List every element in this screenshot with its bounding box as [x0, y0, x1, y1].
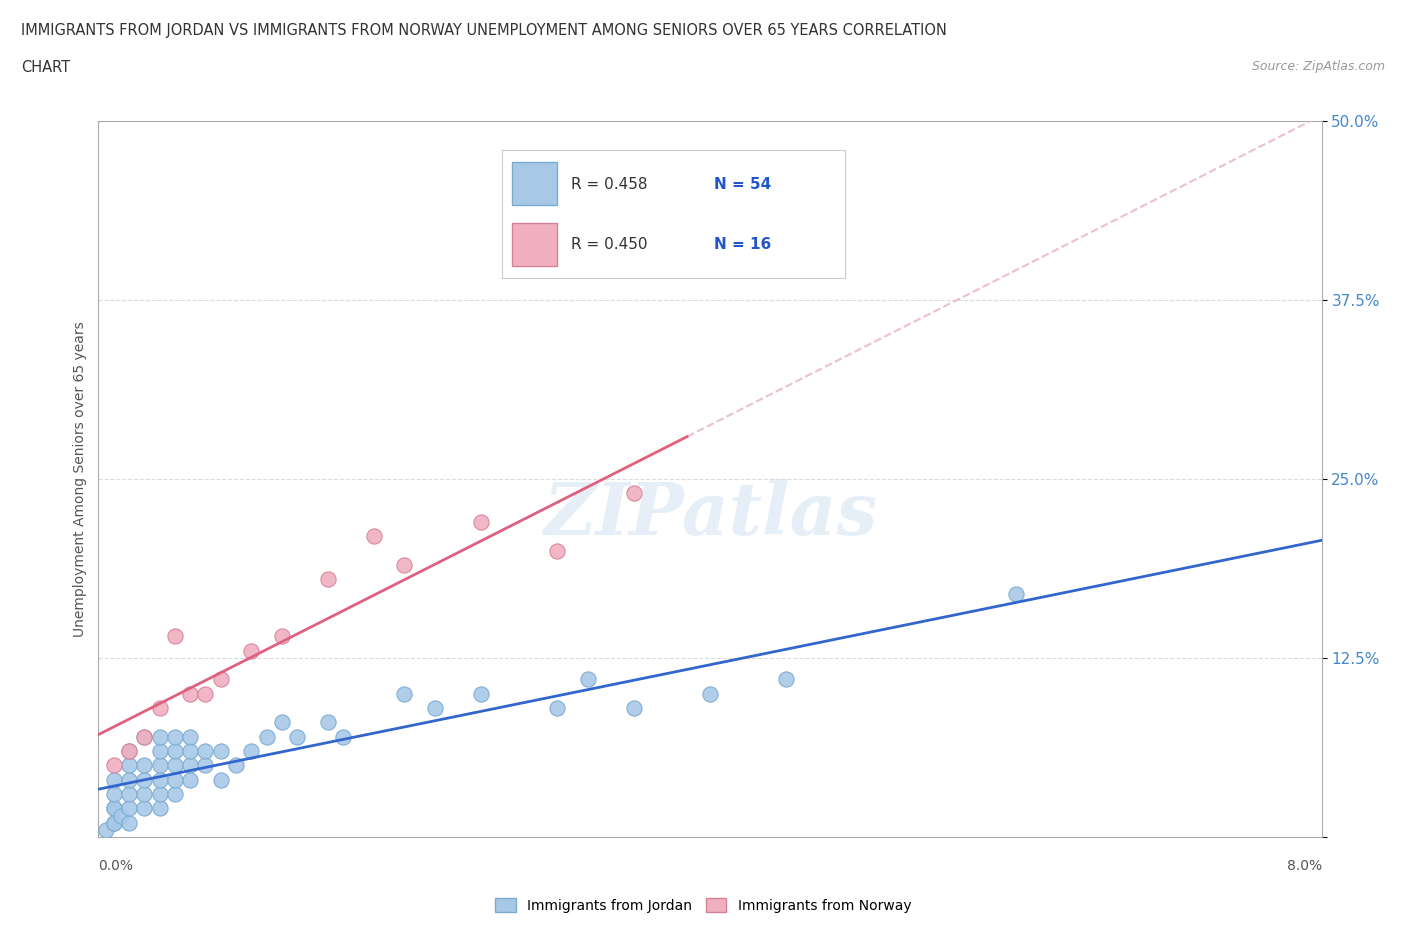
Point: [163, 744, 186, 759]
Point: [285, 729, 308, 744]
Text: Source: ZipAtlas.com: Source: ZipAtlas.com: [1251, 60, 1385, 73]
Point: [134, 772, 156, 787]
Point: [240, 644, 263, 658]
Text: 8.0%: 8.0%: [1286, 858, 1322, 872]
Point: [103, 758, 125, 773]
Point: [1004, 586, 1026, 601]
Point: [149, 729, 172, 744]
Text: IMMIGRANTS FROM JORDAN VS IMMIGRANTS FROM NORWAY UNEMPLOYMENT AMONG SENIORS OVER: IMMIGRANTS FROM JORDAN VS IMMIGRANTS FRO…: [21, 23, 948, 38]
Point: [209, 772, 232, 787]
Y-axis label: Unemployment Among Seniors over 65 years: Unemployment Among Seniors over 65 years: [73, 321, 87, 637]
Point: [194, 686, 217, 701]
Point: [332, 729, 354, 744]
Point: [149, 801, 172, 816]
Point: [316, 715, 339, 730]
Point: [623, 485, 645, 500]
Point: [179, 744, 201, 759]
Point: [316, 572, 339, 587]
Point: [270, 715, 294, 730]
Point: [163, 772, 186, 787]
Point: [103, 816, 125, 830]
Point: [225, 758, 247, 773]
Point: [118, 758, 141, 773]
Point: [118, 772, 141, 787]
Point: [103, 816, 125, 830]
Point: [134, 787, 156, 802]
Point: [209, 672, 232, 687]
Point: [363, 529, 385, 544]
Point: [546, 700, 568, 715]
Text: 0.0%: 0.0%: [98, 858, 134, 872]
Text: CHART: CHART: [21, 60, 70, 75]
Text: ZIPatlas: ZIPatlas: [543, 479, 877, 551]
Point: [118, 816, 141, 830]
Point: [163, 787, 186, 802]
Point: [149, 787, 172, 802]
Point: [470, 686, 492, 701]
Point: [179, 772, 201, 787]
Point: [163, 729, 186, 744]
Point: [194, 758, 217, 773]
Point: [256, 729, 278, 744]
Point: [775, 672, 797, 687]
Point: [134, 758, 156, 773]
Point: [118, 744, 141, 759]
Point: [134, 729, 156, 744]
Point: [623, 700, 645, 715]
Point: [699, 686, 721, 701]
Point: [392, 686, 416, 701]
Point: [149, 772, 172, 787]
Point: [163, 629, 186, 644]
Point: [118, 787, 141, 802]
Point: [179, 686, 201, 701]
Point: [470, 514, 492, 529]
Point: [149, 758, 172, 773]
Point: [546, 543, 568, 558]
Point: [179, 758, 201, 773]
Point: [94, 822, 117, 837]
Point: [209, 744, 232, 759]
Point: [134, 729, 156, 744]
Point: [118, 744, 141, 759]
Point: [110, 808, 132, 823]
Point: [149, 744, 172, 759]
Point: [392, 557, 416, 572]
Point: [194, 744, 217, 759]
Point: [118, 801, 141, 816]
Point: [163, 758, 186, 773]
Point: [103, 801, 125, 816]
Point: [270, 629, 294, 644]
Point: [240, 744, 263, 759]
Point: [179, 729, 201, 744]
Point: [103, 787, 125, 802]
Point: [149, 700, 172, 715]
Point: [103, 801, 125, 816]
Legend: Immigrants from Jordan, Immigrants from Norway: Immigrants from Jordan, Immigrants from …: [489, 893, 917, 919]
Point: [134, 801, 156, 816]
Point: [103, 772, 125, 787]
Point: [423, 700, 446, 715]
Point: [576, 672, 599, 687]
